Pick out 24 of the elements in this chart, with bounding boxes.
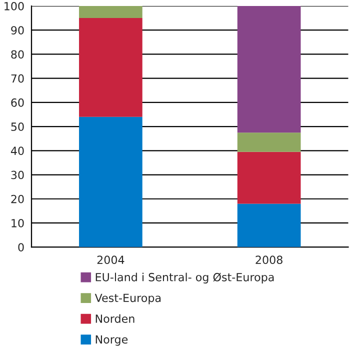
bar bbox=[237, 152, 301, 204]
legend-label: Norge bbox=[96, 335, 128, 346]
y-tick-label: 60 bbox=[11, 98, 24, 107]
y-tick-label: 30 bbox=[11, 170, 24, 180]
y-tick-label: 100 bbox=[4, 2, 24, 10]
y-tick-label: 90 bbox=[11, 26, 24, 34]
bar bbox=[79, 6, 142, 18]
y-tick-label: 70 bbox=[11, 74, 24, 83]
x-tick-label: 2004 bbox=[97, 256, 124, 264]
bar bbox=[237, 6, 301, 133]
y-tick-label: 40 bbox=[10, 146, 24, 156]
legend-label: EU-land i Sentral- og Øst-Europa bbox=[96, 272, 274, 284]
bar bbox=[79, 116, 142, 248]
y-tick-label: 0 bbox=[18, 243, 24, 252]
y-tick-label: 80 bbox=[11, 50, 24, 59]
legend-label: Vest-Europa bbox=[94, 294, 161, 304]
bar bbox=[79, 18, 142, 117]
y-tick-label: 10 bbox=[12, 218, 24, 228]
y-tick-label: 50 bbox=[11, 122, 24, 131]
bar bbox=[237, 132, 301, 152]
x-tick-label: 2008 bbox=[256, 256, 282, 264]
legend-label: Norden bbox=[96, 314, 134, 323]
bar bbox=[237, 204, 301, 248]
y-tick-label: 20 bbox=[11, 194, 24, 204]
